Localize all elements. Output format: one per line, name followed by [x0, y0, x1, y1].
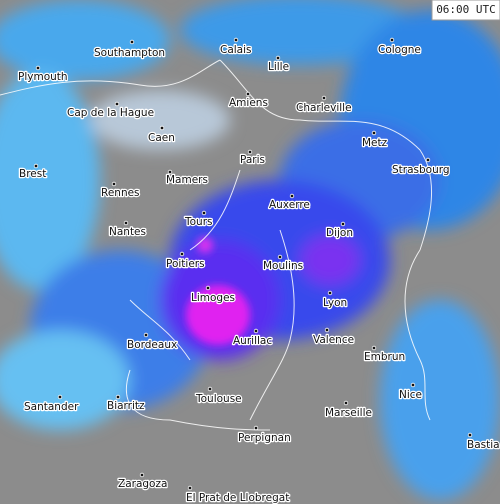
- city-dot: [143, 332, 149, 338]
- city-dot: [425, 157, 431, 163]
- city-label: Bastia: [467, 439, 500, 451]
- city-dot: [277, 254, 283, 260]
- city-label: Dijon: [326, 227, 353, 239]
- city-label: Plymouth: [18, 71, 68, 83]
- city-dot: [115, 394, 121, 400]
- time-label: 06:00 UTC: [436, 3, 496, 16]
- city-label: Cap de la Hague: [67, 107, 154, 119]
- city-dot: [139, 472, 145, 478]
- city-dot: [389, 37, 395, 43]
- city-label: Caen: [148, 132, 175, 144]
- city-labels: Southampton Calais Cologne Plymouth Lille Ami…: [17, 37, 500, 504]
- city-dot: [371, 130, 377, 136]
- city-dot: [187, 485, 193, 491]
- city-label: Limoges: [191, 292, 235, 304]
- city-label: Embrun: [364, 351, 405, 363]
- city-dot: [35, 65, 41, 71]
- city-label: Cologne: [378, 44, 421, 56]
- city-dot: [233, 37, 239, 43]
- city-label: Bordeaux: [127, 339, 177, 351]
- city-label: Santander: [24, 401, 79, 413]
- city-dot: [371, 345, 377, 351]
- city-label: Perpignan: [238, 432, 291, 444]
- city-dot: [321, 95, 327, 101]
- city-dot: [467, 432, 473, 438]
- city-dot: [327, 290, 333, 296]
- city-dot: [205, 285, 211, 291]
- city-label: Charleville: [296, 102, 352, 114]
- city-label: Brest: [19, 168, 46, 180]
- city-label: Lyon: [323, 297, 347, 309]
- city-label: Valence: [313, 334, 354, 346]
- city-dot: [129, 39, 135, 45]
- city-dot: [179, 251, 185, 257]
- city-label: Auxerre: [269, 199, 310, 211]
- city-dot: [247, 149, 253, 155]
- city-label: Mamers: [166, 174, 208, 186]
- city-label: Poitiers: [166, 258, 205, 270]
- city-label: Paris: [240, 154, 265, 166]
- city-dot: [253, 328, 259, 334]
- city-dot: [159, 125, 165, 131]
- borders-rivers: [0, 59, 432, 431]
- city-label: Tours: [184, 216, 213, 228]
- city-dot: [57, 394, 63, 400]
- city-label: Lille: [268, 61, 289, 73]
- city-label: Metz: [362, 137, 388, 149]
- city-dot: [410, 382, 416, 388]
- city-label: Moulins: [263, 260, 303, 272]
- city-label: Southampton: [94, 47, 165, 59]
- city-label: Aurillac: [233, 335, 272, 347]
- city-label: Zaragoza: [118, 478, 167, 490]
- time-box: [431, 0, 500, 21]
- city-dot: [207, 386, 213, 392]
- city-dot: [343, 400, 349, 406]
- city-dot: [340, 221, 346, 227]
- city-dot: [275, 55, 281, 61]
- city-label: Rennes: [101, 187, 140, 199]
- city-label: El Prat de Llobregat: [186, 492, 289, 504]
- city-dot: [123, 220, 129, 226]
- city-dot: [245, 91, 251, 97]
- city-label: Biarritz: [107, 400, 145, 412]
- city-label: Amiens: [229, 97, 268, 109]
- city-dot: [114, 101, 120, 107]
- city-dot: [33, 163, 39, 169]
- city-label: Nice: [399, 389, 422, 401]
- city-label: Toulouse: [195, 393, 242, 405]
- city-dot: [111, 181, 117, 187]
- city-dot: [253, 425, 259, 431]
- city-dot: [201, 210, 207, 216]
- city-dot: [289, 193, 295, 199]
- city-dot: [167, 169, 173, 175]
- city-label: Nantes: [109, 226, 146, 238]
- city-dot: [324, 327, 330, 333]
- city-label: Strasbourg: [392, 164, 450, 176]
- city-label: Marseille: [325, 407, 372, 419]
- city-label: Calais: [220, 44, 252, 56]
